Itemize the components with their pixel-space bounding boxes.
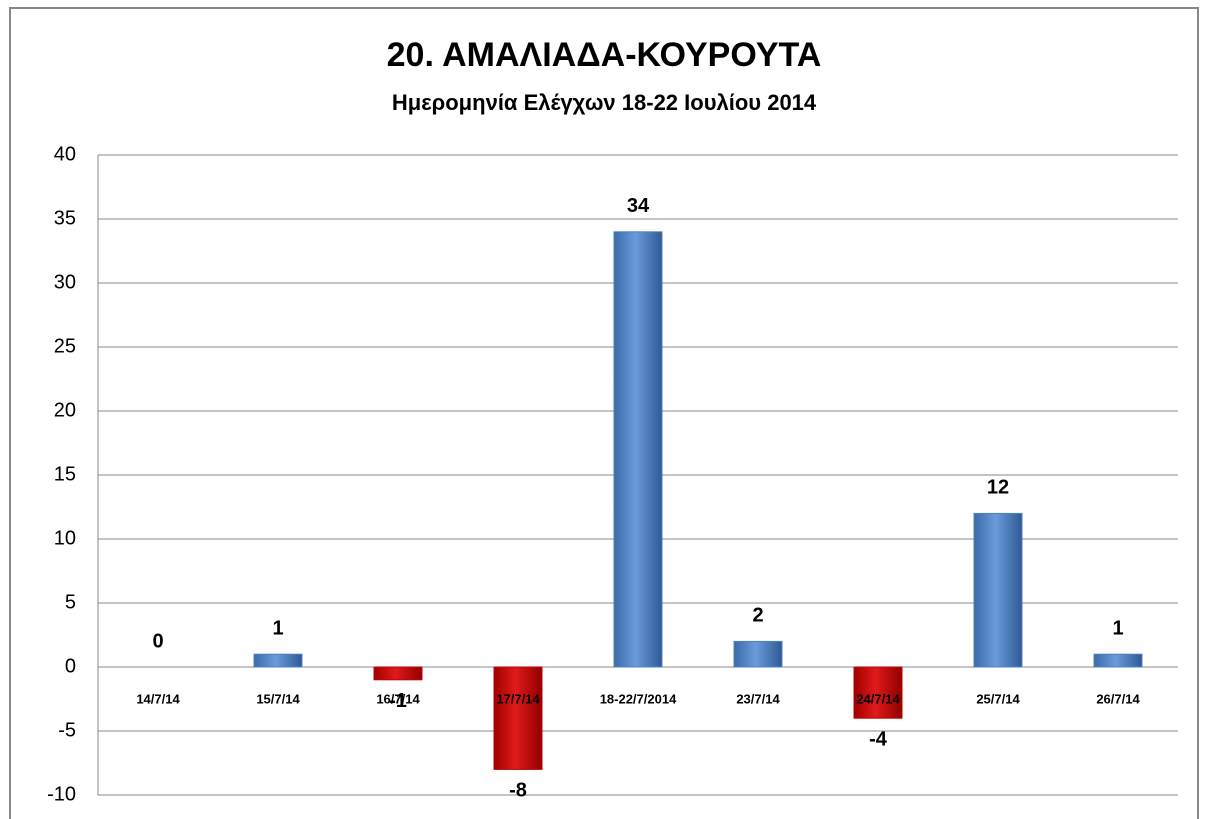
y-tick-label: 35 (54, 207, 76, 229)
data-label: 12 (987, 477, 1009, 499)
x-tick-label: 23/7/14 (736, 691, 780, 706)
x-tick-label: 18-22/7/2014 (600, 691, 677, 706)
y-tick-label: 20 (54, 399, 76, 421)
data-label: -1 (389, 690, 407, 712)
y-tick-label: 0 (65, 655, 76, 677)
data-label: 0 (152, 630, 163, 652)
data-label: 2 (752, 605, 763, 627)
y-tick-label: 15 (54, 463, 76, 485)
bar (493, 666, 543, 770)
x-tick-label: 15/7/14 (256, 691, 300, 706)
bar (733, 640, 783, 668)
x-tick-label: 24/7/14 (856, 691, 900, 706)
y-tick-label: 25 (54, 335, 76, 357)
x-tick-label: 14/7/14 (136, 691, 180, 706)
y-tick-label: 30 (54, 271, 76, 293)
bar (853, 666, 903, 719)
x-tick-label: 26/7/14 (1096, 691, 1140, 706)
chart-subtitle: Ημερομηνία Ελέγχων 18-22 Ιουλίου 2014 (392, 90, 817, 115)
bar (253, 653, 303, 668)
x-tick-label: 16/7/14 (376, 691, 420, 706)
bar (613, 231, 663, 668)
data-label: 1 (1112, 617, 1123, 639)
bar (373, 666, 423, 681)
chart-frame (9, 7, 1199, 819)
data-label: 1 (272, 617, 283, 639)
bar (973, 512, 1023, 668)
x-tick-label: 17/7/14 (496, 691, 540, 706)
bar (1093, 653, 1143, 668)
y-tick-label: -5 (58, 719, 76, 741)
data-label: -8 (509, 780, 527, 802)
y-tick-label: -10 (47, 783, 76, 805)
y-tick-label: 10 (54, 527, 76, 549)
chart-title: 20. ΑΜΑΛΙΑΔΑ-ΚΟΥΡΟΥΤΑ (387, 36, 822, 74)
data-label: 34 (627, 195, 650, 217)
x-tick-label: 25/7/14 (976, 691, 1020, 706)
y-tick-label: 40 (54, 143, 76, 165)
y-tick-label: 5 (65, 591, 76, 613)
data-label: -4 (869, 728, 888, 750)
